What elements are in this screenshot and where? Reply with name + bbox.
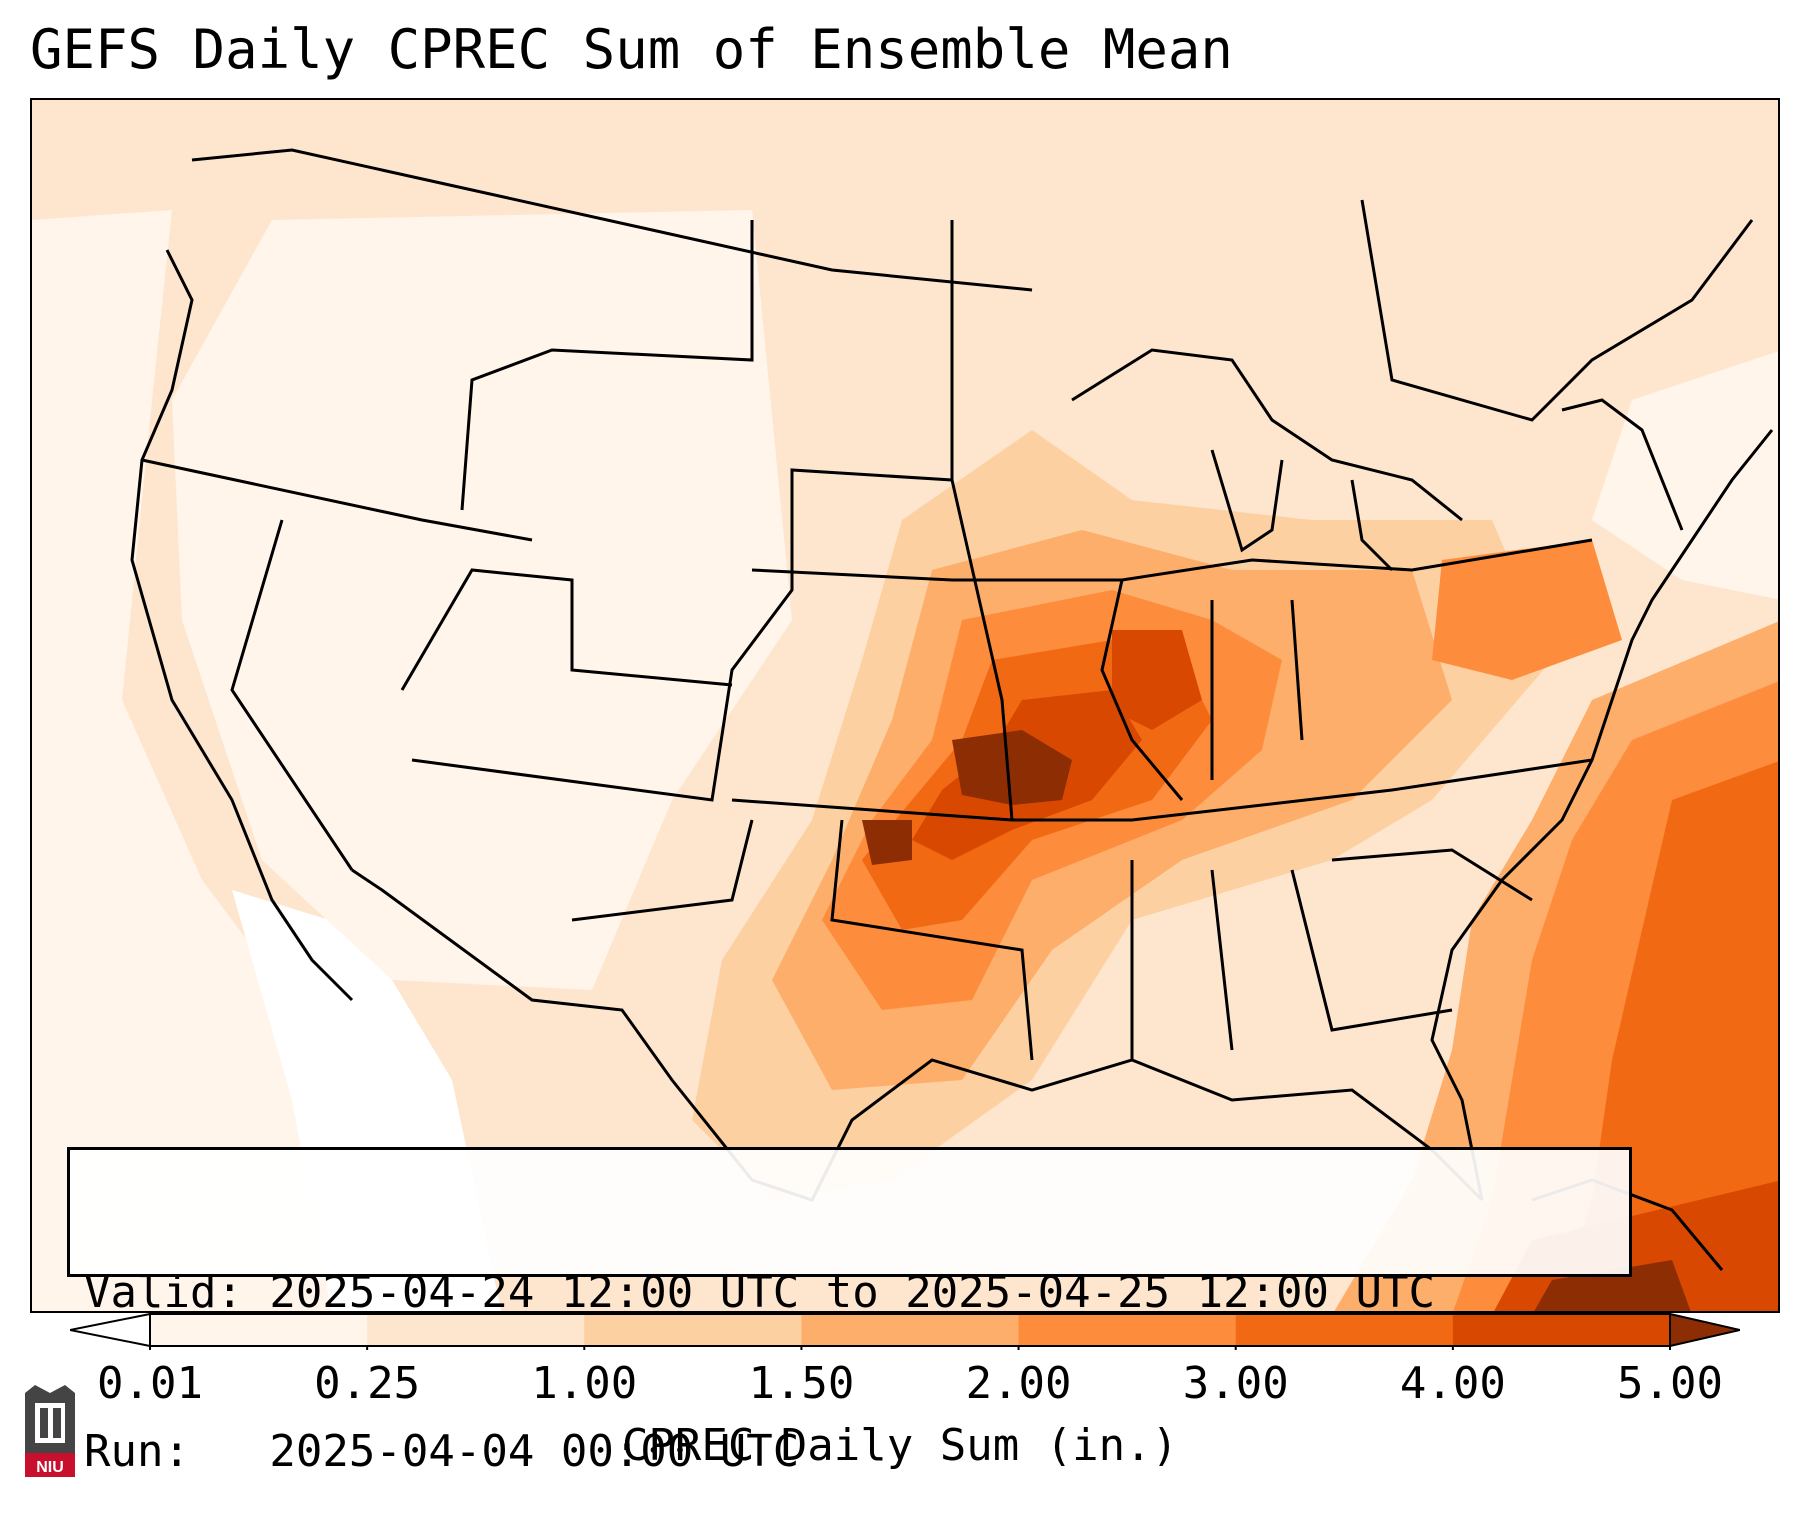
indiana-ohio-border <box>1290 599 1304 741</box>
colorbar-segment <box>1452 1314 1671 1346</box>
pacific-coastline <box>130 249 354 1002</box>
colorbar-segment <box>150 1314 368 1346</box>
north-light-region <box>832 200 1772 460</box>
colorbar <box>70 1312 1740 1350</box>
colorbar-tick-label: 4.00 <box>1399 1358 1506 1409</box>
colorbar-extend-high <box>1669 1312 1740 1348</box>
map-title: GEFS Daily CPREC Sum of Ensemble Mean <box>30 18 1233 81</box>
southern-tier-boundary <box>731 758 1593 822</box>
core-max-region <box>952 730 1072 805</box>
pennsylvania-high-region <box>1432 540 1622 680</box>
colorbar-extend-low <box>70 1312 151 1348</box>
georgia-florida-border <box>1290 869 1453 1032</box>
northwest-boundary <box>141 458 533 542</box>
us-canada-border <box>191 148 1033 292</box>
colorbar-tick-label: 5.00 <box>1617 1358 1723 1409</box>
logo-text: NIU <box>36 1459 64 1476</box>
new-mexico-boundary <box>571 819 754 922</box>
utah-colorado-boundary <box>400 568 733 691</box>
canada-internal-boundary <box>1360 199 1754 422</box>
niu-tower-icon: NIU <box>25 1385 75 1477</box>
mountain-states-boundary <box>460 220 754 511</box>
oklahoma-texas-boundary <box>830 819 1034 1061</box>
colorbar-tick-label: 2.00 <box>965 1358 1072 1409</box>
plains-boundary <box>411 468 953 802</box>
colorbar-tick-label: 0.25 <box>314 1358 421 1409</box>
carolinas-boundary <box>1331 848 1533 902</box>
political-boundaries <box>130 148 1774 1271</box>
colorbar-segment <box>584 1314 802 1346</box>
valid-time-text: Valid: 2025-04-24 12:00 UTC to 2025-04-2… <box>84 1267 1436 1318</box>
precipitation-map <box>30 98 1780 1313</box>
run-time-text: Run: 2025-04-04 00:00 UTC <box>84 1426 800 1477</box>
colorbar-tick-label: 3.00 <box>1182 1358 1289 1409</box>
oklahoma-max-region <box>862 820 912 865</box>
central-east-west-boundary <box>751 538 1593 582</box>
colorbar-segment <box>1235 1314 1454 1346</box>
pacific-light-region <box>32 210 332 1311</box>
map-canvas <box>32 100 1778 1311</box>
mississippi-river-boundary <box>1100 579 1184 801</box>
colorbar-segment <box>801 1314 1020 1346</box>
colorbar-segment <box>1018 1314 1237 1346</box>
illinois-very-high-region <box>1112 630 1202 730</box>
colorbar-tick-label: 0.01 <box>97 1358 203 1409</box>
alabama-georgia-border <box>1210 869 1234 1051</box>
valid-run-info-box: Valid: 2025-04-24 12:00 UTC to 2025-04-2… <box>67 1147 1632 1477</box>
caribbean-max-region <box>1534 1260 1691 1311</box>
new-england-boundary <box>1561 398 1684 531</box>
dakota-minnesota-boundary <box>950 220 1014 821</box>
west-light-region <box>172 210 792 990</box>
california-nevada-border <box>230 519 354 871</box>
colorbar-label: CPREC Daily Sum (in.) <box>621 1420 1179 1471</box>
northeast-light-region <box>1592 351 1778 600</box>
great-lakes-shoreline <box>1071 348 1463 522</box>
colorbar-segment <box>367 1314 585 1346</box>
us-mexico-and-gulf-coastline <box>351 868 1484 1202</box>
michigan-lower-peninsula <box>1350 479 1394 572</box>
colorbar-tick-label: 1.50 <box>748 1358 855 1409</box>
colorbar-tick-label: 1.00 <box>531 1358 638 1409</box>
lake-michigan-shore <box>1210 449 1284 553</box>
colorbar-outline <box>149 1313 1671 1347</box>
